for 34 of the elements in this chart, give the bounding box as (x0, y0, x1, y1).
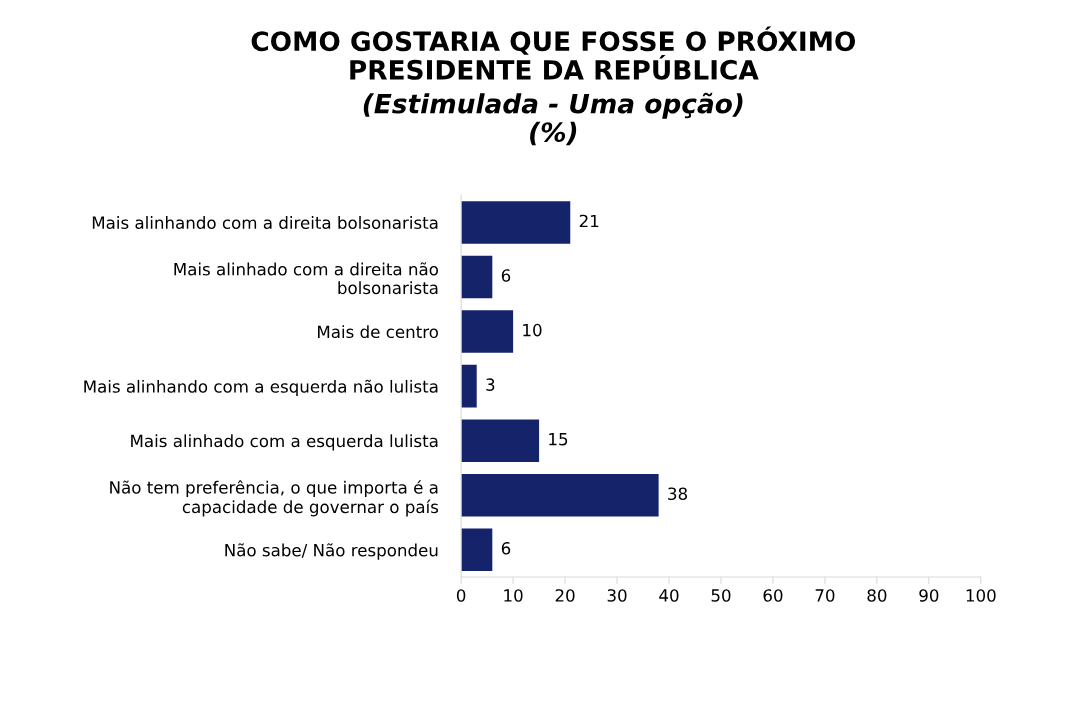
data-label: 3 (486, 378, 495, 391)
x-tick-label: 30 (607, 589, 627, 602)
data-label: 15 (549, 433, 568, 446)
bar (461, 364, 477, 408)
data-label: 10 (523, 323, 542, 337)
y-tick-label: Não tem preferência, o que importa é a capacidade de governar o país (110, 480, 439, 517)
bar (461, 528, 493, 572)
bar (461, 201, 571, 244)
x-tick-label: 40 (659, 589, 679, 602)
x-tick-label: 50 (711, 589, 731, 602)
x-tick-label: 60 (763, 589, 783, 602)
x-tick-label: 70 (815, 589, 835, 602)
x-tick-label: 100 (966, 589, 996, 602)
chart-title: COMO GOSTARIA QUE FOSSE O PRÓXIMO PRESIDENTE DA REPÚBLICA (251, 26, 856, 80)
x-tick-label: 10 (504, 589, 523, 602)
y-tick-label: Mais alinhando com a esquerda não lulista (84, 379, 438, 397)
data-label: 21 (579, 214, 599, 228)
data-label: 6 (501, 269, 511, 282)
y-tick-label: Mais alinhado com a esquerda lulista (131, 434, 438, 451)
x-tick-label: 20 (555, 589, 575, 602)
bar (461, 310, 514, 353)
data-label: 38 (668, 487, 688, 501)
chart-subtitle: (Estimulada - Uma opção) (%) (363, 92, 743, 146)
data-label: 6 (501, 542, 511, 555)
bar (461, 419, 540, 462)
y-tick-label: Não sabe/ Não respondeu (225, 543, 438, 560)
x-tick-label: 80 (867, 589, 887, 602)
y-tick-label: Mais alinhando com a direita bolsonarista (92, 216, 438, 229)
y-tick-label: Mais alinhado com a direita não bolsonarista (174, 262, 438, 295)
x-tick-label: 0 (456, 589, 466, 602)
bar (461, 473, 659, 517)
x-tick-label: 90 (919, 589, 939, 602)
y-tick-label: Mais de centro (318, 325, 438, 339)
bar (461, 255, 493, 299)
